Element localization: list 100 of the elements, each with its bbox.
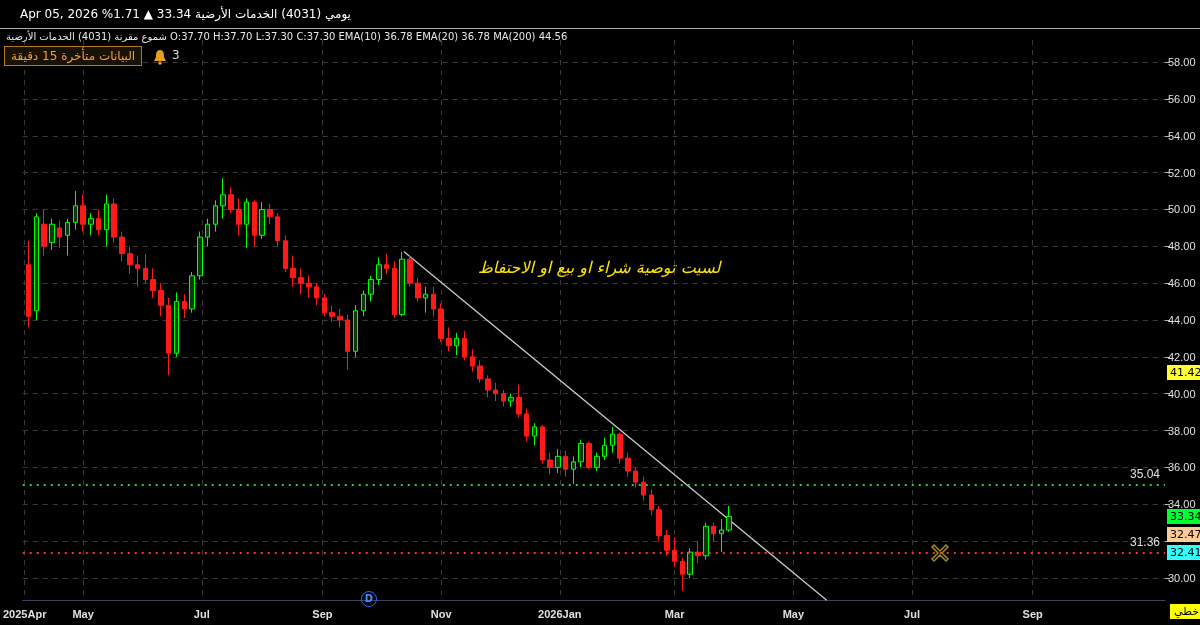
y-tick-label: 48.00 [1168, 240, 1196, 253]
candlestick [501, 389, 506, 408]
candlestick [275, 212, 280, 247]
candlestick [197, 231, 203, 280]
y-tick-label: 58.00 [1168, 56, 1196, 69]
candlestick [322, 293, 327, 317]
candlestick [314, 282, 319, 306]
candlestick [135, 255, 140, 288]
candlestick [516, 383, 522, 419]
candlestick [547, 452, 553, 476]
candlestick [143, 253, 148, 284]
candlestick [65, 218, 70, 257]
candlestick [213, 199, 218, 233]
candlestick [368, 275, 374, 303]
annotation: D [361, 591, 377, 607]
candlestick [477, 360, 483, 384]
chart-subtitle: شموع مقرنة (4031) الخدمات الأرضية O:37.70 H:37.70 L:37.30 C:37.30 EMA(10) 36.78 EMA(20) 36.78 MA(200) 44.56 [6, 31, 568, 42]
ref-line-label: 35.04 [1129, 467, 1161, 482]
candlestick [407, 255, 413, 288]
candlestick [602, 437, 607, 461]
candlestick [111, 197, 117, 244]
candlestick [353, 304, 358, 358]
text: 32.41 [1167, 545, 1200, 560]
y-tick-label: 52.00 [1168, 166, 1196, 179]
candlestick [508, 393, 514, 408]
candlestick [41, 208, 47, 257]
candlestick [415, 277, 421, 303]
candlestick [524, 407, 529, 443]
x-tick-label: Mar [664, 607, 686, 620]
x-tick-label: Nov [430, 607, 453, 620]
candlestick [80, 194, 86, 233]
candlestick [267, 203, 273, 225]
candlestick [236, 197, 242, 236]
ref-line-label: 31.36 [1129, 534, 1161, 549]
candlestick [664, 529, 670, 557]
annotation: البيانات متأخرة 15 دقيقة [4, 46, 143, 66]
y-tick-label: 34.00 [1168, 498, 1196, 511]
candlestick [244, 197, 249, 249]
candlestick [578, 439, 584, 468]
text: 32.47 [1167, 527, 1200, 542]
candlestick [555, 448, 561, 474]
candlestick [462, 330, 467, 362]
candlestick [104, 194, 109, 247]
candlestick [96, 208, 101, 236]
candlestick [399, 251, 405, 317]
candlestick [594, 452, 600, 472]
candlestick [306, 275, 312, 299]
candlestick [633, 466, 638, 489]
x-tick-label: Sep [1022, 607, 1044, 620]
candlestick [259, 201, 265, 240]
candlestick [150, 267, 156, 299]
y-tick-label: 50.00 [1168, 203, 1196, 216]
candlestick [384, 253, 389, 275]
candlestick [290, 255, 296, 288]
candlestick [680, 557, 685, 592]
candlestick [376, 256, 382, 286]
candlestick [625, 452, 631, 478]
candlestick [470, 348, 475, 373]
candlestick [205, 218, 210, 247]
candlestick [446, 326, 452, 352]
annotation: لسيت توصية شراء او بيع او الاحتفاظ [478, 258, 721, 277]
candlestick [493, 382, 498, 402]
candlestick [345, 313, 350, 371]
candlestick [252, 199, 257, 247]
candlestick [119, 231, 125, 262]
y-tick-label: 38.00 [1168, 424, 1196, 437]
candlestick [220, 177, 226, 220]
candlestick [88, 212, 94, 236]
candlestick [431, 286, 436, 317]
candlestick [532, 422, 537, 446]
candlestick [695, 540, 701, 564]
candlestick [298, 267, 304, 295]
candlestick [454, 332, 459, 356]
candlestick [617, 431, 623, 465]
candlestick [228, 186, 234, 214]
candlestick [337, 308, 343, 328]
candlestick [649, 488, 654, 516]
candlestick [189, 271, 195, 314]
candlestick [26, 240, 31, 328]
candlestick [57, 220, 62, 249]
y-tick-label: 54.00 [1168, 129, 1196, 142]
x-tick-label: May [72, 607, 95, 620]
candlestick [586, 441, 592, 470]
candlestick [563, 450, 568, 478]
candlestick [711, 522, 716, 542]
candlestick [438, 302, 444, 343]
candlestick [283, 234, 288, 273]
candlestick [166, 297, 171, 376]
y-tick-label: 44.00 [1168, 314, 1196, 326]
candlestick [719, 518, 724, 553]
candlestick [540, 424, 545, 465]
text: 41.42 [1167, 365, 1200, 380]
candlestick [687, 547, 693, 579]
candlestick [174, 291, 179, 358]
y-tick-label: 56.00 [1168, 92, 1196, 105]
y-tick-label: 30.00 [1168, 571, 1196, 584]
candlestick [672, 536, 677, 568]
candlestick [656, 505, 662, 542]
candlestick [726, 505, 732, 533]
x-tick-label: 2025Apr [3, 607, 48, 620]
